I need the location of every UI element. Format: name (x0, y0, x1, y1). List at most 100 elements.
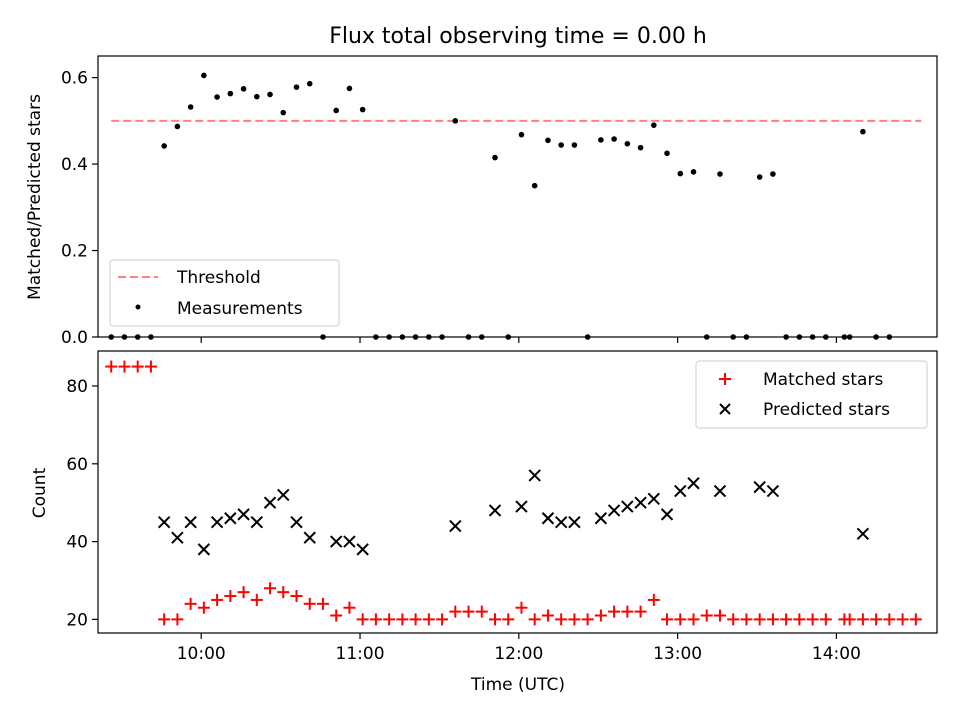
matched-stars-point (621, 605, 634, 618)
measurement-point (598, 137, 604, 143)
legend-threshold-label: Threshold (176, 268, 261, 288)
bottom-y-tick-label: 80 (66, 377, 88, 397)
predicted-stars-point (210, 515, 224, 529)
predicted-stars-point (515, 500, 528, 513)
matched-stars-point (409, 613, 422, 626)
x-tick-label: 14:00 (812, 644, 861, 664)
matched-stars-point (870, 613, 883, 626)
top-y-tick-label: 0.6 (61, 69, 88, 89)
matched-stars-point (687, 613, 700, 626)
matched-stars-point (277, 586, 290, 599)
matched-stars-point (674, 613, 687, 626)
measurement-point (254, 93, 260, 100)
predicted-stars-point (568, 515, 581, 529)
measurement-point (174, 123, 181, 130)
measurement-point (664, 150, 670, 157)
top-panel: Matched/Predicted stars 0.0 0.2 0.4 0.6 Thr… (25, 55, 938, 348)
chart-title: Flux total observing time = 0.00 h (329, 24, 707, 49)
matched-stars-point (184, 597, 197, 610)
measurement-point (518, 131, 525, 138)
bottom-plot-area (105, 360, 922, 626)
predicted-stars-point (607, 504, 621, 517)
predicted-stars-point (674, 484, 687, 498)
matched-stars-point (661, 613, 674, 626)
matched-stars-point (489, 613, 502, 626)
matched-stars-point (528, 613, 541, 626)
measurement-point (611, 136, 617, 142)
predicted-stars-point (660, 508, 674, 521)
x-tick-label: 12:00 (494, 644, 543, 664)
matched-stars-point (806, 613, 819, 626)
matched-stars-point (383, 613, 396, 626)
bottom-legend-box (695, 360, 928, 429)
bottom-x-ticks: 10:00 11:00 12:00 13:00 14:00 (177, 633, 861, 664)
predicted-stars-point (488, 504, 502, 517)
measurement-point (690, 169, 697, 175)
matched-stars-point (422, 613, 435, 626)
matched-stars-point (144, 360, 157, 373)
measurement-point (770, 171, 776, 177)
measurement-point (201, 72, 207, 79)
matched-stars-point (171, 613, 184, 626)
matched-stars-point (793, 613, 806, 626)
matched-stars-point (250, 593, 263, 606)
predicted-stars-point (343, 535, 356, 548)
matched-stars-point (105, 360, 118, 373)
legend-predicted-swatch (719, 403, 731, 415)
matched-stars-point (843, 613, 856, 626)
matched-stars-point (634, 605, 647, 618)
measurement-point (306, 80, 313, 87)
matched-stars-point (713, 609, 726, 622)
top-y-tick-label: 0.4 (61, 155, 88, 175)
matched-stars-point (819, 613, 832, 626)
predicted-stars-point (224, 512, 237, 525)
matched-stars-point (727, 613, 740, 626)
top-x-ticks (200, 337, 838, 343)
measurement-point (558, 142, 564, 148)
matched-stars-point (753, 613, 766, 626)
predicted-stars-point (356, 543, 369, 556)
measurement-point (637, 144, 644, 151)
top-y-axis-label: Matched/Predicted stars (25, 94, 45, 300)
measurement-point (227, 90, 234, 97)
matched-stars-point (568, 613, 581, 626)
matched-stars-point (211, 593, 224, 606)
measurement-point (651, 122, 657, 128)
measurement-point (333, 107, 340, 114)
bottom-y-tick-label: 60 (66, 455, 88, 475)
predicted-stars-point (541, 512, 555, 525)
matched-stars-point (290, 590, 303, 603)
matched-stars-point (449, 605, 462, 618)
matched-stars-point (197, 601, 210, 614)
predicted-stars-point (157, 515, 171, 529)
measurement-point (492, 154, 498, 161)
bottom-y-ticks: 20 40 60 80 (66, 377, 98, 630)
bottom-panel: Count Time (UTC) 20 40 60 80 10:00 11:00 12:0… (30, 350, 938, 695)
top-y-tick-label: 0.2 (61, 242, 88, 262)
measurement-point (531, 182, 538, 189)
predicted-stars-point (237, 508, 250, 521)
legend-measurements-swatch (135, 304, 141, 310)
x-tick-label: 11:00 (336, 644, 385, 664)
matched-stars-point (581, 613, 594, 626)
predicted-stars-point (766, 484, 780, 498)
measurement-point (240, 86, 247, 92)
matched-stars-point (594, 609, 607, 622)
top-legend-box (109, 259, 340, 327)
x-axis-label: Time (UTC) (470, 675, 565, 695)
predicted-stars-point (856, 527, 870, 541)
predicted-stars-point (449, 519, 462, 533)
bottom-y-tick-label: 40 (66, 533, 88, 553)
predicted-stars-point (634, 496, 647, 509)
matched-stars-point (896, 613, 909, 626)
matched-stars-point (541, 609, 554, 622)
predicted-stars-point (329, 535, 343, 548)
measurement-point (187, 104, 194, 110)
x-tick-label: 10:00 (177, 644, 226, 664)
matched-stars-point (475, 605, 488, 618)
measurement-point (677, 170, 684, 177)
matched-stars-point (303, 597, 316, 610)
predicted-stars-point (277, 488, 290, 502)
top-axes-frame (97, 55, 938, 338)
